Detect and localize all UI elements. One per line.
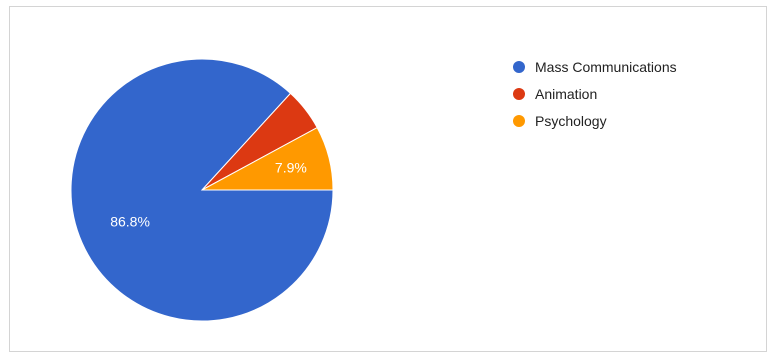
legend-swatch-psychology bbox=[513, 115, 525, 127]
legend-label-mass-communications: Mass Communications bbox=[535, 59, 677, 75]
legend-item-psychology[interactable]: Psychology bbox=[513, 111, 677, 130]
legend-swatch-animation bbox=[513, 88, 525, 100]
legend-item-mass-communications[interactable]: Mass Communications bbox=[513, 57, 677, 76]
legend-label-animation: Animation bbox=[535, 86, 597, 102]
chart-legend: Mass Communications Animation Psychology bbox=[513, 57, 677, 138]
pie-data-label-mass-communications: 86.8% bbox=[110, 214, 150, 230]
pie-data-label-psychology: 7.9% bbox=[275, 159, 307, 175]
slices-layer bbox=[71, 59, 333, 321]
legend-label-psychology: Psychology bbox=[535, 113, 607, 129]
legend-swatch-mass-communications bbox=[513, 61, 525, 73]
legend-item-animation[interactable]: Animation bbox=[513, 84, 677, 103]
